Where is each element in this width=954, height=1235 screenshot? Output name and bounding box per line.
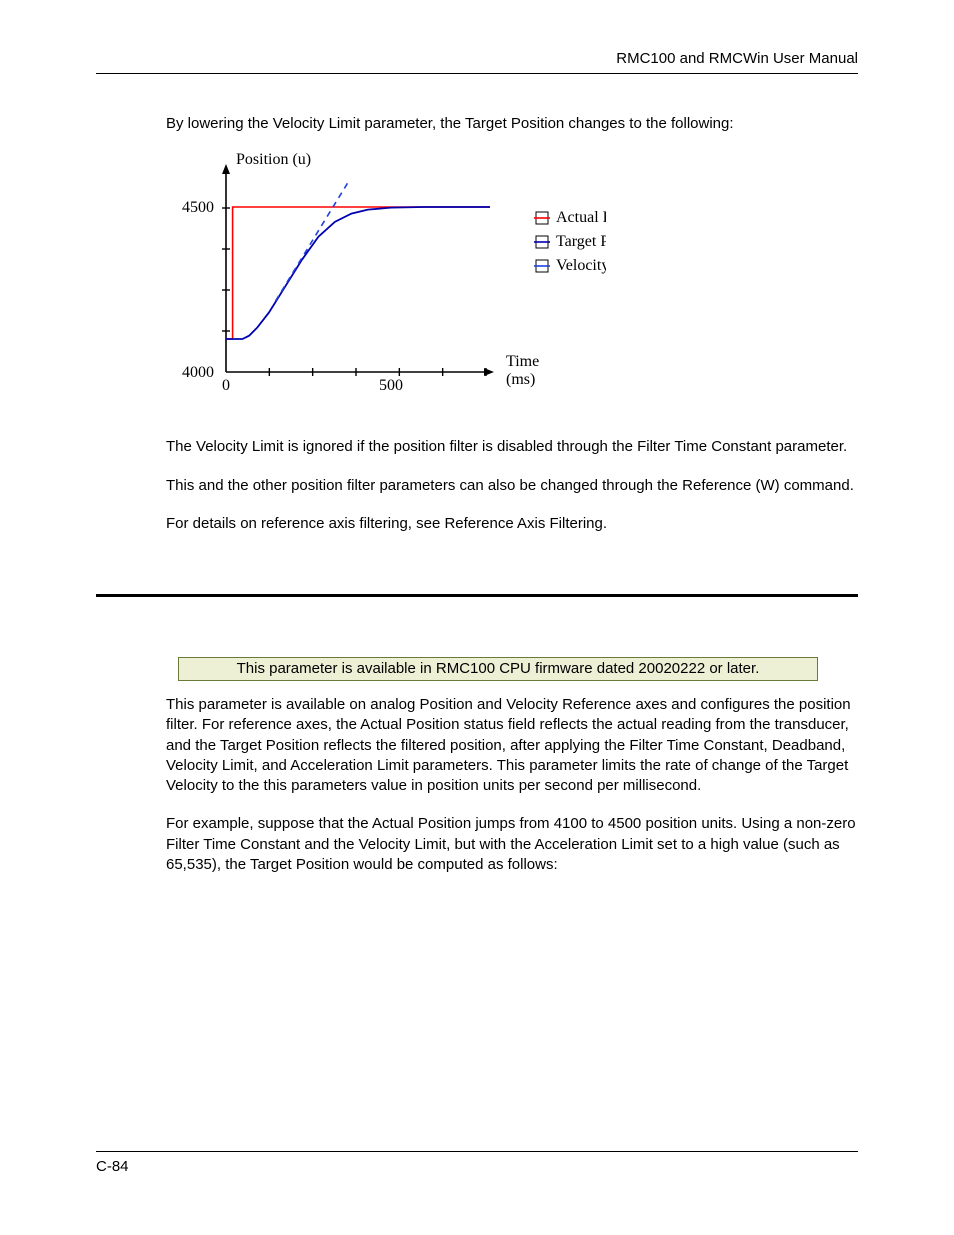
chart-svg: 0 500 4000 4500 Position (u) Time(ms) Actual P… <box>146 152 606 412</box>
section-divider <box>96 594 858 597</box>
svg-text:Actual Position: Actual Position <box>556 209 606 226</box>
page-number: C-84 <box>96 1158 129 1175</box>
page-header: RMC100 and RMCWin User Manual <box>96 50 858 74</box>
section2-paragraph-2: For example, suppose that the Actual Pos… <box>166 814 858 875</box>
firmware-notice-text: This parameter is available in RMC100 CP… <box>237 660 760 677</box>
section2-paragraph-1: This parameter is available on analog Po… <box>166 695 858 796</box>
header-title: RMC100 and RMCWin User Manual <box>616 50 858 67</box>
svg-text:500: 500 <box>379 377 403 394</box>
page-content: By lowering the Velocity Limit parameter… <box>96 114 858 875</box>
intro-paragraph: By lowering the Velocity Limit parameter… <box>166 114 858 134</box>
paragraph-vl-ignored: The Velocity Limit is ignored if the pos… <box>166 437 858 457</box>
paragraph-see-filtering: For details on reference axis filtering,… <box>166 514 858 534</box>
firmware-notice-box: This parameter is available in RMC100 CP… <box>178 657 818 681</box>
svg-text:4500: 4500 <box>182 199 214 216</box>
svg-text:Position (u): Position (u) <box>236 152 311 168</box>
svg-text:4000: 4000 <box>182 364 214 381</box>
page-footer: C-84 <box>96 1151 858 1175</box>
svg-text:(ms): (ms) <box>506 371 535 388</box>
position-chart: 0 500 4000 4500 Position (u) Time(ms) Actual P… <box>146 152 858 417</box>
svg-text:Time: Time <box>506 353 539 370</box>
svg-text:0: 0 <box>222 377 230 394</box>
paragraph-reference-cmd: This and the other position filter param… <box>166 476 858 496</box>
svg-text:Velocity Limit: Velocity Limit <box>556 257 606 274</box>
svg-text:Target Position: Target Position <box>556 233 606 250</box>
page: RMC100 and RMCWin User Manual By lowerin… <box>0 0 954 1235</box>
